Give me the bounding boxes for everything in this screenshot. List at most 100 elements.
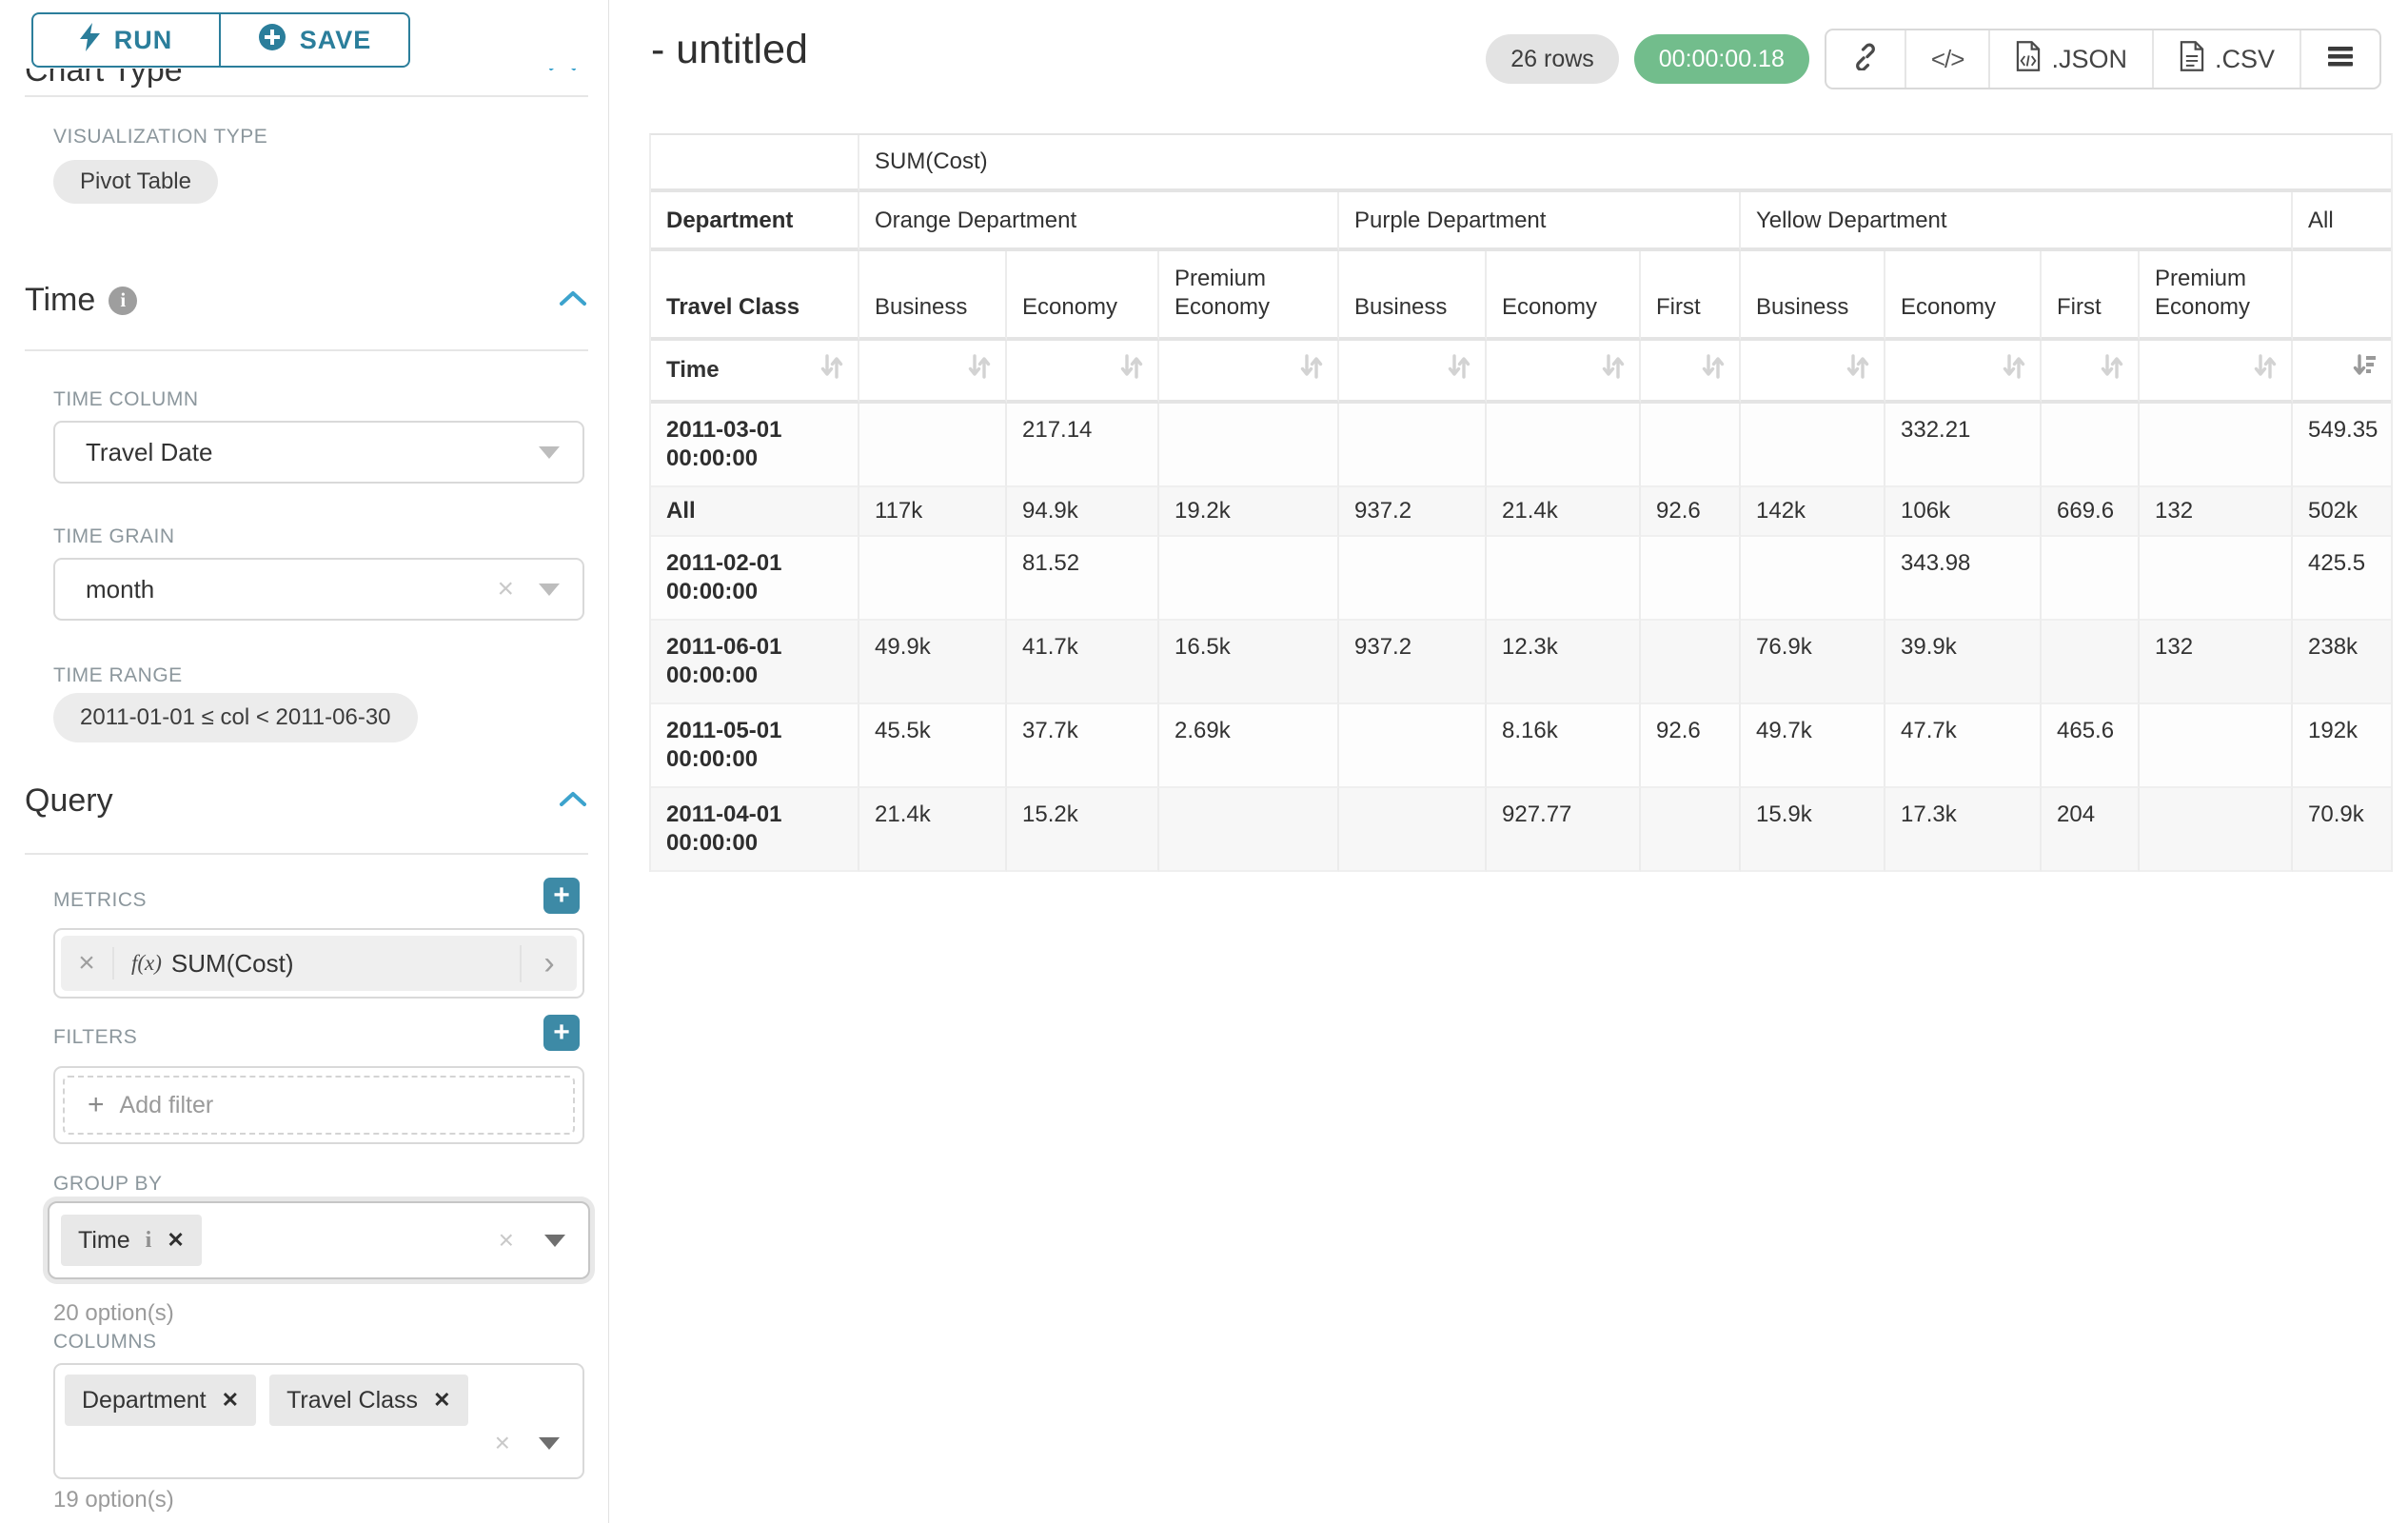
pivot-col-header: First [2042,251,2140,341]
pivot-cell [2140,537,2293,621]
chart-header: - untitled 26 rows 00:00:00.18 </ [609,0,2408,114]
chevron-right-icon[interactable]: › [520,944,577,982]
add-filter-button[interactable]: + [543,1015,580,1051]
pivot-sort-header[interactable] [1339,341,1487,404]
pivot-cell: 12.3k [1487,621,1641,704]
pivot-cell: 21.4k [859,788,1007,872]
pivot-cell: 132 [2140,487,2293,537]
sort-icon[interactable] [2002,353,2026,387]
columns-tag[interactable]: Travel Class ✕ [269,1375,468,1426]
csv-button-label: .CSV [2214,44,2275,73]
pivot-cell: 41.7k [1007,621,1159,704]
caret-down-icon [539,1436,560,1450]
chevron-up-icon[interactable] [558,288,588,312]
clear-icon[interactable]: × [494,1428,510,1457]
pivot-col-header: Economy [1885,251,2042,341]
pivot-cell [1487,404,1641,487]
page-title[interactable]: - untitled [651,27,808,72]
time-grain-select[interactable]: month × [53,558,584,621]
pivot-row-dimension-label: Department [651,192,859,251]
section-divider [25,349,588,351]
pivot-sort-header[interactable] [1641,341,1741,404]
group-by-tag[interactable]: Time i ✕ [61,1215,202,1266]
group-by-label: GROUP BY [53,1173,163,1195]
add-metric-button[interactable]: + [543,878,580,914]
run-button[interactable]: RUN [31,12,220,68]
sort-icon[interactable] [1601,353,1626,387]
view-query-button[interactable]: </> [1906,30,1991,88]
pivot-row: 2011-04-01 00:00:00 21.4k 15.2k 927.77 15.9k… [651,788,2391,872]
export-button-group: </> .JSON [1824,29,2381,89]
chevron-up-icon[interactable] [558,789,588,813]
pivot-cell [2042,537,2140,621]
pivot-corner-cell [651,135,859,192]
sort-icon[interactable] [1447,353,1471,387]
clear-icon[interactable]: × [497,573,514,604]
pivot-sort-header[interactable] [1159,341,1339,404]
save-button[interactable]: SAVE [220,12,410,68]
sort-icon[interactable] [967,353,992,387]
file-code-icon [2015,40,2042,78]
remove-metric-icon[interactable]: × [61,947,114,979]
run-save-buttons: RUN SAVE [31,12,410,68]
row-count-badge: 26 rows [1486,34,1619,84]
pivot-sort-header[interactable] [1885,341,2042,404]
pivot-sort-header[interactable] [2140,341,2293,404]
run-button-label: RUN [113,25,173,54]
caret-down-icon [539,583,560,596]
sort-icon[interactable] [2100,353,2124,387]
pivot-cell [1159,404,1339,487]
pivot-sort-header[interactable] [2293,341,2391,404]
pivot-metric-header: SUM(Cost) [859,135,2391,192]
group-by-select[interactable]: Time i ✕ × [48,1201,590,1279]
export-json-button[interactable]: .JSON [1990,30,2154,88]
sort-icon[interactable] [1119,353,1144,387]
pivot-col-group-header: All [2293,192,2391,251]
menu-button[interactable] [2301,30,2379,88]
plus-circle-icon [258,23,286,58]
sort-icon[interactable] [819,353,844,387]
add-filter-dropzone[interactable]: + Add filter [63,1076,575,1135]
pivot-cell: 142k [1741,487,1885,537]
pivot-row: 2011-05-01 00:00:00 45.5k 37.7k 2.69k 8.16k 9… [651,704,2391,788]
pivot-cell [1641,788,1741,872]
share-link-button[interactable] [1826,30,1906,88]
clear-icon[interactable]: × [498,1225,514,1255]
pivot-col-header [2293,251,2391,341]
pivot-sort-header[interactable] [859,341,1007,404]
pivot-sort-header[interactable]: Time [651,341,859,404]
sort-icon[interactable] [1701,353,1726,387]
time-range-pill[interactable]: 2011-01-01 ≤ col < 2011-06-30 [53,693,418,742]
time-column-select[interactable]: Travel Date [53,421,584,484]
pivot-cell: 21.4k [1487,487,1641,537]
pivot-cell: 15.9k [1741,788,1885,872]
pivot-cell [1741,404,1885,487]
metric-item[interactable]: × f(x) SUM(Cost) › [61,936,577,991]
chart-area: - untitled 26 rows 00:00:00.18 </ [609,0,2408,1523]
sort-desc-icon[interactable] [2353,353,2378,387]
remove-tag-icon[interactable]: ✕ [433,1388,451,1412]
sort-icon[interactable] [1299,353,1324,387]
time-section-header[interactable]: Time i [25,282,588,319]
pivot-row: All 117k 94.9k 19.2k 937.2 21.4k 92.6 142k 106k 6… [651,487,2391,537]
export-csv-button[interactable]: .CSV [2154,30,2301,88]
pivot-sort-header[interactable] [1487,341,1641,404]
remove-tag-icon[interactable]: ✕ [221,1388,240,1412]
pivot-sort-header[interactable] [1741,341,1885,404]
visualization-type-pill[interactable]: Pivot Table [53,160,218,204]
sort-icon[interactable] [1845,353,1870,387]
query-section-header[interactable]: Query [25,782,588,820]
pivot-col-header: Economy [1007,251,1159,341]
group-by-option-count: 20 option(s) [53,1300,174,1326]
remove-tag-icon[interactable]: ✕ [167,1228,185,1252]
columns-tag[interactable]: Department ✕ [65,1375,257,1426]
pivot-row-label: 2011-06-01 00:00:00 [651,621,859,704]
group-by-tag-label: Time [78,1226,130,1254]
pivot-cell [1339,704,1487,788]
pivot-sort-header[interactable] [2042,341,2140,404]
sort-icon[interactable] [2253,353,2278,387]
metric-value: SUM(Cost) [170,948,294,978]
pivot-sort-header[interactable] [1007,341,1159,404]
columns-select[interactable]: Department ✕ Travel Class ✕ × [53,1363,584,1479]
pivot-cell: 49.9k [859,621,1007,704]
